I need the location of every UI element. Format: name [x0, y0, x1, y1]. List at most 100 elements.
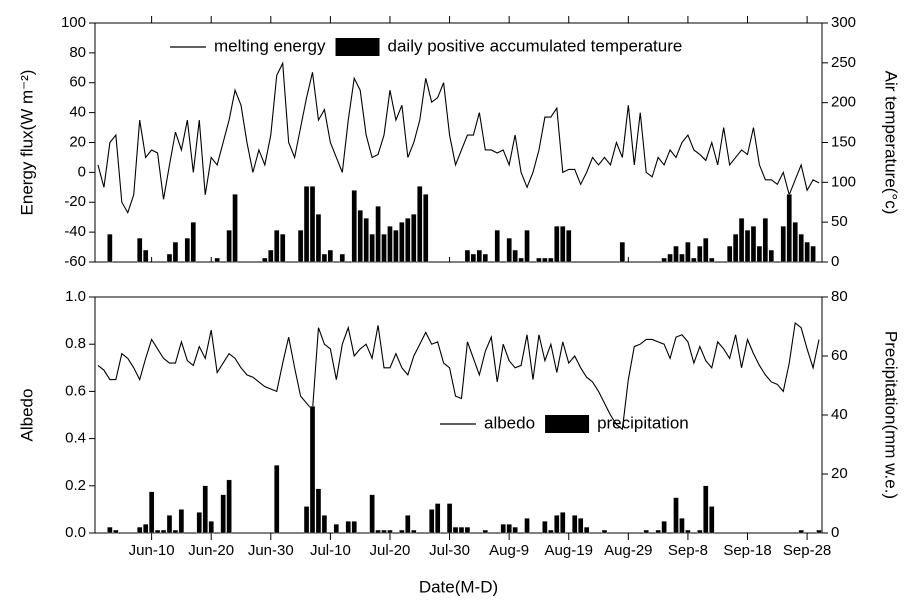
y2-tick-label: 150 [831, 133, 856, 150]
bar [619, 241, 626, 263]
bar [744, 229, 751, 263]
bar [369, 494, 375, 534]
bar [280, 233, 286, 263]
y-axis-title: Albedo [17, 389, 36, 442]
bar [411, 529, 417, 534]
bar [703, 485, 709, 534]
y-tick-label: 0.8 [65, 335, 86, 352]
bar [661, 521, 667, 534]
bar [697, 245, 703, 263]
bar [506, 524, 512, 534]
bar [446, 503, 453, 534]
bar [363, 218, 369, 263]
x-tick-label: Jun-20 [188, 542, 234, 559]
bar [148, 491, 155, 534]
y2-axis-title: Air temperature(°c) [882, 71, 901, 215]
y-tick-label: 0.2 [65, 477, 86, 494]
bar [369, 233, 375, 263]
bar [357, 210, 363, 263]
bar [500, 524, 506, 534]
y2-tick-label: 60 [831, 347, 848, 364]
bar [202, 485, 208, 534]
legend-label: albedo [484, 413, 535, 432]
x-tick-label: Aug-19 [545, 542, 593, 559]
bar [166, 253, 173, 263]
bar [768, 249, 775, 263]
x-tick-label: Jul-30 [429, 542, 470, 559]
bar [482, 253, 488, 263]
bar [315, 488, 322, 534]
legend-swatch [545, 415, 590, 433]
bar [154, 529, 161, 534]
bar [226, 479, 232, 534]
bar [512, 249, 518, 263]
bar [321, 515, 328, 534]
bar [703, 237, 709, 263]
bar [601, 529, 608, 534]
bar [524, 518, 530, 534]
bar [655, 529, 661, 534]
bar [184, 237, 191, 263]
bar [226, 229, 232, 263]
y2-tick-label: 20 [831, 465, 848, 482]
bar [232, 194, 238, 263]
line-series [97, 61, 820, 215]
bar [518, 257, 524, 263]
bar [685, 529, 691, 534]
y-tick-label: 20 [69, 133, 86, 150]
bar [566, 229, 572, 263]
y2-tick-label: 80 [831, 288, 848, 305]
legend-swatch [335, 38, 380, 56]
y-tick-label: 0.4 [65, 430, 86, 447]
bar [351, 521, 357, 534]
bar [679, 253, 685, 263]
plot-frame [94, 22, 823, 263]
bar [542, 521, 548, 534]
bar [142, 524, 149, 534]
bar [381, 529, 387, 534]
bar [464, 526, 471, 534]
legend-label: precipitation [597, 413, 689, 432]
bar [732, 233, 739, 263]
bar [387, 225, 393, 263]
bar [512, 526, 518, 534]
bar [417, 186, 423, 263]
legend-label: daily positive accumulated temperature [388, 36, 683, 55]
bar [554, 225, 560, 263]
y2-tick-label: 200 [831, 94, 856, 111]
legend-label: melting energy [214, 36, 326, 55]
bar [750, 225, 757, 263]
bar [208, 521, 214, 534]
y-tick-label: 40 [69, 104, 86, 121]
bar [434, 503, 441, 534]
bar [268, 249, 274, 263]
bar [166, 515, 173, 534]
bar [315, 214, 322, 263]
bar [554, 515, 560, 534]
bar [297, 229, 304, 263]
bar [726, 245, 733, 263]
bar [321, 253, 328, 263]
x-tick-label: Sep-18 [723, 542, 771, 559]
bar [309, 405, 316, 534]
bar [709, 506, 715, 534]
bar [798, 233, 804, 263]
bar [452, 526, 459, 534]
bar [542, 257, 548, 263]
y2-tick-label: 0 [831, 253, 839, 270]
y-axis-title: Energy flux(W m⁻²) [17, 70, 36, 216]
bar [172, 241, 179, 263]
bar [274, 464, 280, 534]
bar [375, 206, 381, 263]
y2-tick-label: 100 [831, 173, 856, 190]
bar [178, 509, 185, 534]
bar [137, 237, 143, 263]
bar [464, 249, 471, 263]
bar [429, 509, 435, 534]
y-tick-label: 0.0 [65, 524, 86, 541]
bar [196, 512, 202, 534]
bar [738, 218, 745, 263]
bar [560, 225, 566, 263]
bar [107, 526, 113, 534]
bar [220, 494, 226, 534]
